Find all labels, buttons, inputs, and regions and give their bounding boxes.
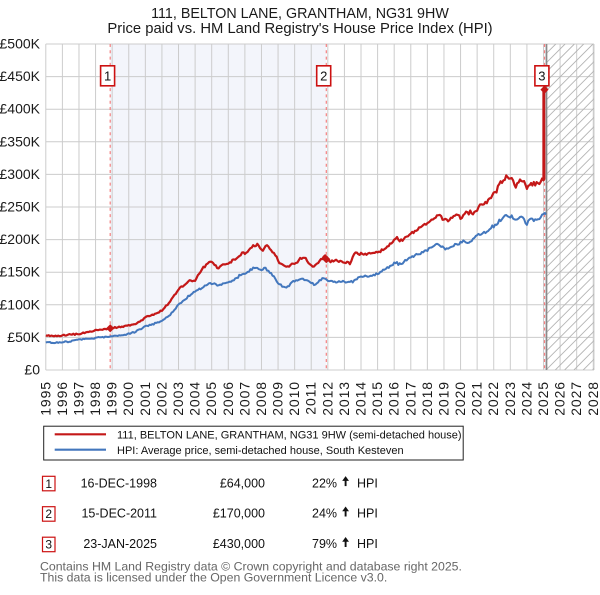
- svg-text:1998: 1998: [87, 381, 103, 416]
- svg-text:£430,000: £430,000: [213, 537, 265, 551]
- svg-text:HPI: HPI: [357, 537, 378, 551]
- svg-text:111, BELTON LANE, GRANTHAM, NG: 111, BELTON LANE, GRANTHAM, NG31 9HW (se…: [117, 430, 462, 442]
- svg-text:2000: 2000: [120, 381, 136, 416]
- svg-text:£250K: £250K: [0, 199, 41, 215]
- svg-text:Price paid vs. HM Land Registr: Price paid vs. HM Land Registry's House …: [107, 21, 492, 37]
- svg-text:£450K: £450K: [0, 68, 41, 84]
- svg-text:2009: 2009: [270, 381, 286, 416]
- svg-text:16-DEC-1998: 16-DEC-1998: [81, 476, 157, 490]
- svg-text:111, BELTON LANE, GRANTHAM, NG: 111, BELTON LANE, GRANTHAM, NG31 9HW: [151, 6, 449, 22]
- svg-text:2027: 2027: [568, 381, 584, 416]
- svg-text:2001: 2001: [137, 381, 153, 416]
- svg-text:1: 1: [45, 477, 52, 491]
- svg-text:2022: 2022: [485, 381, 501, 416]
- svg-text:2020: 2020: [452, 381, 468, 416]
- svg-text:2021: 2021: [469, 381, 485, 416]
- svg-text:23-JAN-2025: 23-JAN-2025: [83, 537, 157, 551]
- svg-text:2008: 2008: [253, 381, 269, 416]
- svg-text:2005: 2005: [203, 381, 219, 416]
- svg-text:2: 2: [45, 507, 52, 521]
- svg-text:£350K: £350K: [0, 133, 41, 149]
- svg-text:2024: 2024: [518, 381, 534, 416]
- svg-text:2019: 2019: [436, 381, 452, 416]
- svg-text:1995: 1995: [37, 381, 53, 416]
- svg-text:HPI: HPI: [357, 476, 378, 490]
- svg-text:£0: £0: [24, 362, 40, 378]
- svg-text:1996: 1996: [54, 381, 70, 416]
- svg-text:£200K: £200K: [0, 231, 41, 247]
- svg-text:£500K: £500K: [0, 36, 41, 52]
- svg-text:2017: 2017: [402, 381, 418, 416]
- svg-text:HPI: HPI: [357, 507, 378, 521]
- svg-text:24%: 24%: [312, 507, 337, 521]
- svg-text:1999: 1999: [104, 381, 120, 416]
- svg-text:22%: 22%: [312, 476, 337, 490]
- svg-text:2016: 2016: [386, 381, 402, 416]
- svg-text:2012: 2012: [319, 381, 335, 416]
- svg-text:£170,000: £170,000: [213, 507, 265, 521]
- svg-text:15-DEC-2011: 15-DEC-2011: [81, 507, 157, 521]
- svg-text:2003: 2003: [170, 381, 186, 416]
- svg-text:2026: 2026: [552, 381, 568, 416]
- svg-text:Contains HM Land Registry data: Contains HM Land Registry data © Crown c…: [40, 560, 462, 574]
- svg-text:3: 3: [45, 538, 52, 552]
- svg-text:2013: 2013: [336, 381, 352, 416]
- svg-text:2002: 2002: [153, 381, 169, 416]
- svg-text:£400K: £400K: [0, 101, 41, 117]
- svg-text:2006: 2006: [220, 381, 236, 416]
- svg-text:3: 3: [538, 69, 545, 84]
- svg-text:2004: 2004: [187, 381, 203, 416]
- svg-text:1997: 1997: [71, 381, 87, 416]
- svg-text:This data is licensed under th: This data is licensed under the Open Gov…: [40, 571, 387, 585]
- svg-text:£100K: £100K: [0, 296, 41, 312]
- svg-text:£300K: £300K: [0, 166, 41, 182]
- svg-text:2023: 2023: [502, 381, 518, 416]
- svg-text:HPI: Average price, semi-detac: HPI: Average price, semi-detached house,…: [117, 445, 404, 457]
- svg-text:79%: 79%: [312, 537, 337, 551]
- svg-text:2014: 2014: [353, 381, 369, 416]
- svg-text:2010: 2010: [286, 381, 302, 416]
- svg-text:2007: 2007: [236, 381, 252, 416]
- svg-text:£50K: £50K: [7, 329, 40, 345]
- svg-text:2011: 2011: [303, 381, 319, 415]
- svg-text:2: 2: [320, 69, 327, 84]
- svg-text:1: 1: [104, 69, 111, 84]
- svg-text:2025: 2025: [535, 381, 551, 416]
- svg-text:£64,000: £64,000: [220, 476, 265, 490]
- svg-text:2018: 2018: [419, 381, 435, 416]
- svg-text:2028: 2028: [585, 381, 600, 416]
- svg-text:£150K: £150K: [0, 264, 41, 280]
- svg-text:2015: 2015: [369, 381, 385, 416]
